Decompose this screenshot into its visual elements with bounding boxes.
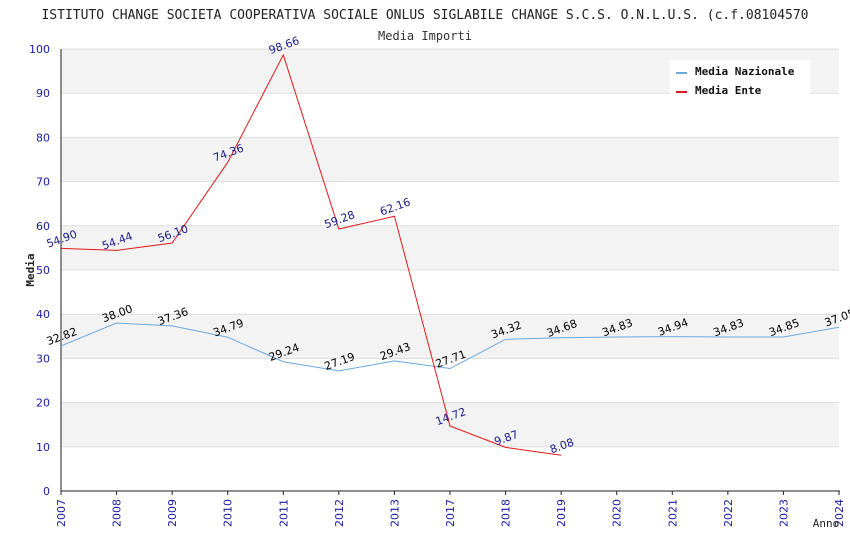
series-line-ente	[60, 53, 562, 456]
y-axis-title: Media	[24, 253, 37, 286]
x-tick-label: 2022	[722, 499, 735, 527]
legend-label-nazionale: Media Nazionale	[695, 65, 795, 78]
plot-band	[61, 358, 839, 403]
plot-band	[61, 446, 839, 491]
y-tick-label: 30	[36, 352, 50, 365]
legend-label-ente: Media Ente	[695, 84, 762, 97]
x-axis-title: Anno	[813, 517, 840, 530]
series-line-nazionale	[60, 322, 840, 372]
y-tick-label: 0	[43, 485, 50, 498]
y-tick-label: 80	[36, 131, 50, 144]
x-tick-label: 2017	[444, 499, 457, 527]
y-tick-label: 10	[36, 441, 50, 454]
y-tick-label: 60	[36, 220, 50, 233]
legend: Media Nazionale Media Ente	[670, 60, 810, 98]
chart-subtitle: Media Importi	[378, 29, 472, 43]
x-tick-label: 2024	[833, 499, 846, 527]
plot-band	[61, 314, 839, 359]
y-tick-label: 70	[36, 176, 50, 189]
plot-band	[61, 270, 839, 315]
legend-box	[670, 60, 810, 98]
x-tick-label: 2020	[611, 499, 624, 527]
y-tick-label: 40	[36, 308, 50, 321]
y-tick-labels: 0 10 20 30 40 50 60 70 80 90 100	[29, 43, 50, 498]
x-tick-label: 2007	[55, 499, 68, 527]
x-tick-label: 2018	[500, 499, 513, 527]
y-tick-label: 20	[36, 397, 50, 410]
plot-band	[61, 181, 839, 226]
x-tick-label: 2013	[388, 499, 401, 527]
x-tick-label: 2009	[166, 499, 179, 527]
x-tick-label: 2010	[222, 499, 235, 527]
y-tick-label: 100	[29, 43, 50, 56]
series-lines	[60, 53, 840, 456]
x-tick-label: 2011	[277, 499, 290, 527]
x-tick-label: 2023	[777, 499, 790, 527]
x-tick-label: 2019	[555, 499, 568, 527]
x-tick-label: 2021	[666, 499, 679, 527]
y-tick-label: 50	[36, 264, 50, 277]
plot-band	[61, 93, 839, 138]
chart-title: ISTITUTO CHANGE SOCIETA COOPERATIVA SOCI…	[41, 8, 808, 23]
plot-band	[61, 137, 839, 182]
x-tick-label: 2008	[111, 499, 124, 527]
x-tick-labels: 2007 2008 2009 2010 2011 2012 2013 2017 2018 2019…	[55, 491, 846, 527]
y-tick-label: 90	[36, 87, 50, 100]
x-tick-label: 2012	[333, 499, 346, 527]
plot-band	[61, 225, 839, 270]
plot-background	[61, 49, 839, 491]
